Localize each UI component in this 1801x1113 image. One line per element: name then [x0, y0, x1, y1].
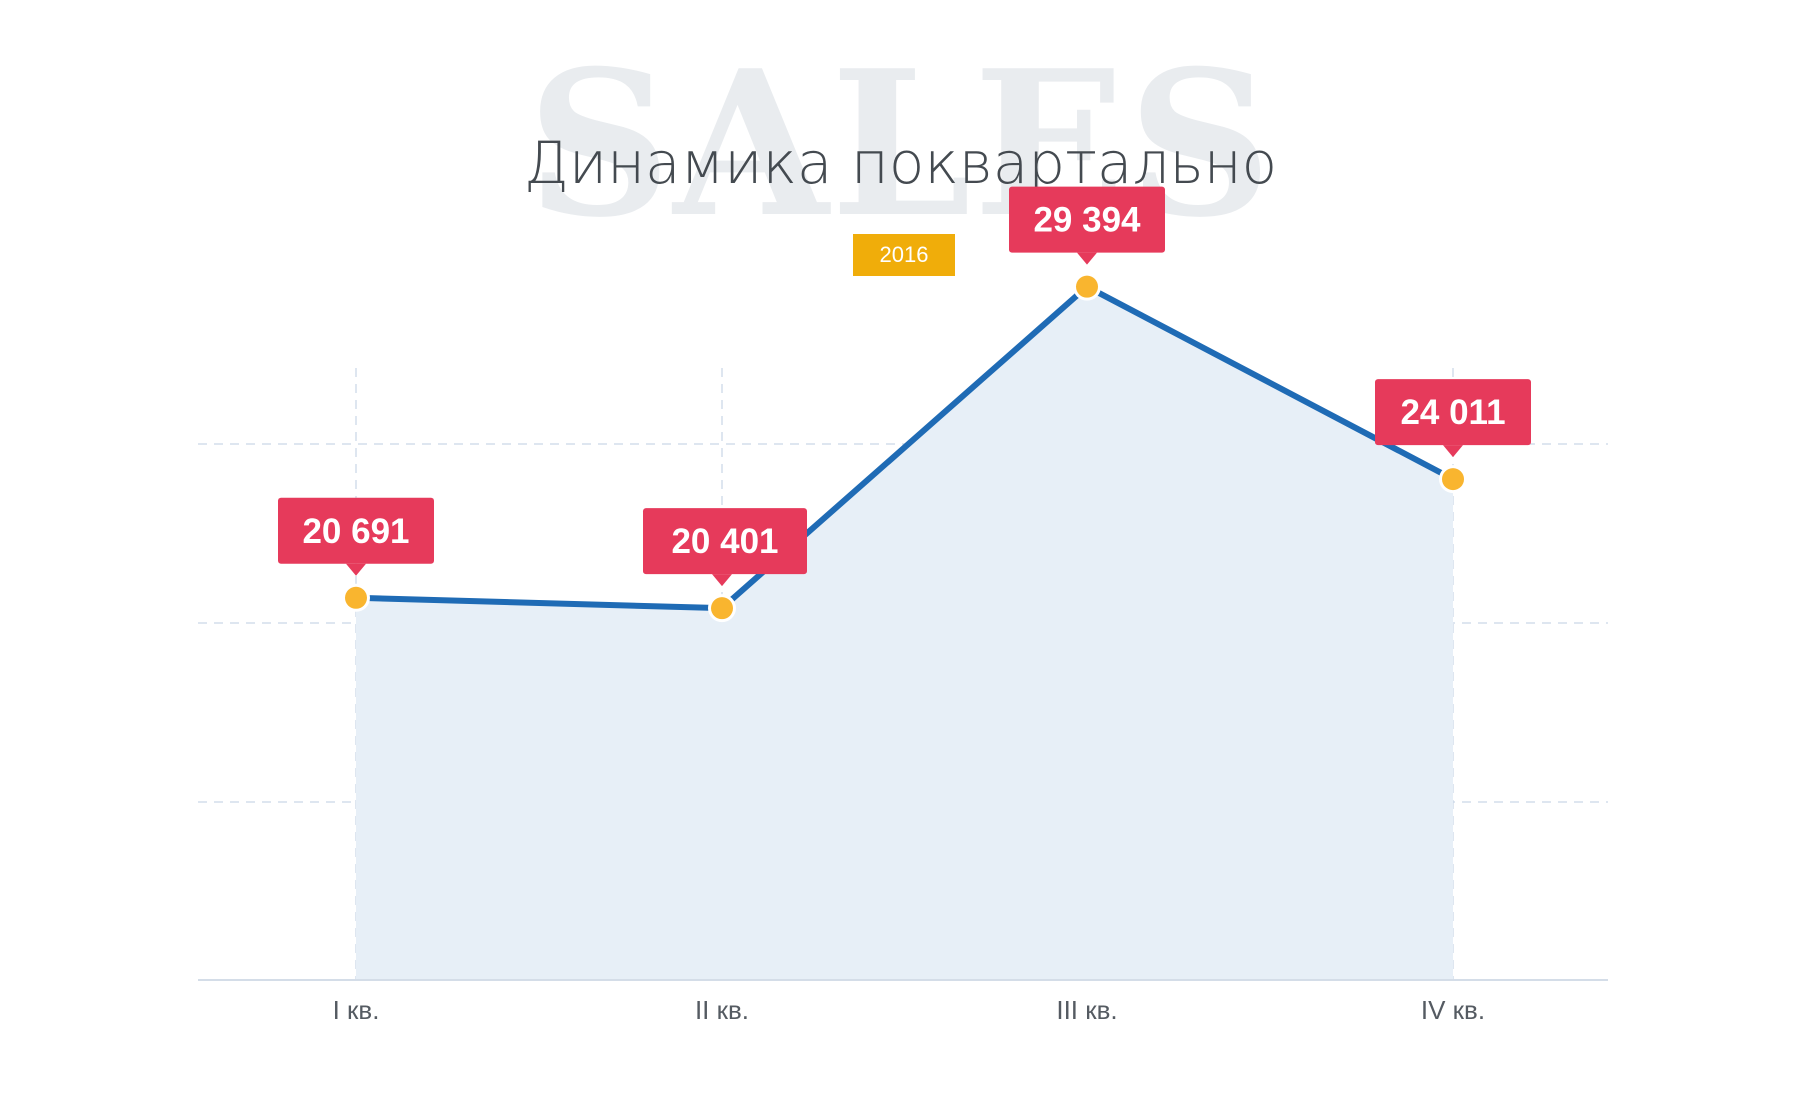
- data-label-text: 20 401: [671, 522, 778, 561]
- chart-title: Динамика поквартально: [523, 129, 1278, 197]
- data-label-box: [643, 508, 807, 575]
- data-marks: 20 691 20 401 29 394 24 011: [278, 186, 1531, 623]
- x-tick-label: I кв.: [333, 995, 380, 1025]
- data-label-pointer: [712, 574, 732, 587]
- x-tick-label: IV кв.: [1421, 995, 1485, 1025]
- data-point[interactable]: [1442, 468, 1464, 491]
- data-label: 24 011: [1375, 379, 1531, 458]
- data-label-box: [278, 497, 434, 564]
- area-fill: [356, 286, 1453, 980]
- x-tick-label: II кв.: [695, 995, 749, 1025]
- data-label: 20 401: [643, 508, 807, 587]
- data-label: 29 394: [1009, 186, 1165, 265]
- year-badge: 2016: [853, 234, 955, 276]
- data-label-pointer: [1077, 252, 1097, 265]
- data-point[interactable]: [1076, 275, 1098, 298]
- data-label: 20 691: [278, 497, 434, 576]
- data-point[interactable]: [345, 586, 367, 609]
- series-line: [355, 283, 1455, 612]
- data-label-text: 24 011: [1400, 393, 1505, 432]
- data-label-pointer: [346, 563, 366, 576]
- x-tick-label: III кв.: [1056, 995, 1117, 1025]
- data-label-text: 29 394: [1033, 201, 1141, 240]
- data-label-box: [1375, 379, 1531, 446]
- data-label-box: [1009, 186, 1165, 253]
- data-label-text: 20 691: [302, 512, 409, 551]
- chart-header: SALES Динамика поквартально 2016: [0, 0, 1801, 300]
- x-axis-ticks: I кв. II кв. III кв. IV кв.: [333, 995, 1486, 1025]
- data-point[interactable]: [711, 597, 733, 620]
- data-label-pointer: [1443, 445, 1463, 458]
